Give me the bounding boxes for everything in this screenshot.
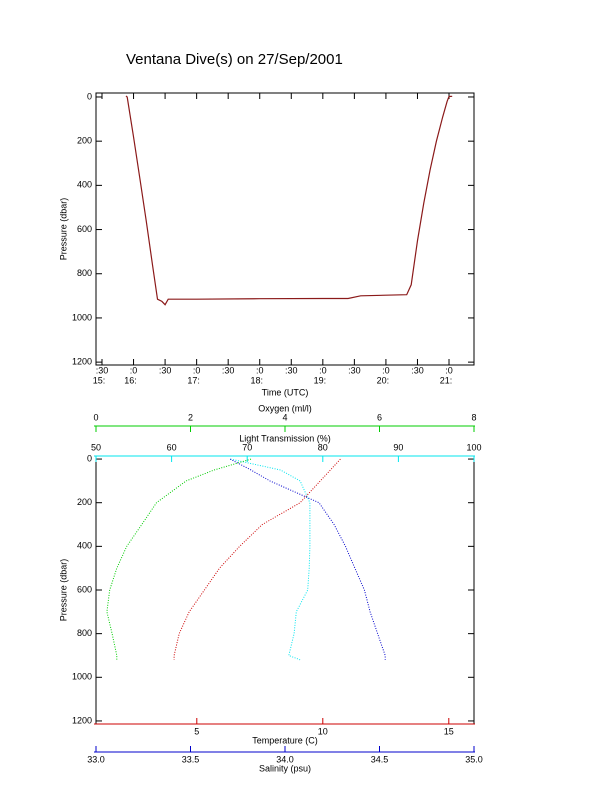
x-tick-label: :0 [319, 365, 327, 375]
x-tick-label: :0 [256, 365, 264, 375]
x-tick-label: 34.5 [371, 754, 389, 764]
x-tick-label: 5 [194, 726, 199, 736]
x-tick-label: 15: [93, 375, 106, 385]
y-tick-label: 200 [77, 136, 92, 146]
x-tick-label: 19: [314, 375, 327, 385]
profile-line [106, 458, 252, 660]
y-tick-label: 600 [77, 224, 92, 234]
x-tick-label: 6 [377, 412, 382, 422]
y-tick-label: 400 [77, 541, 92, 551]
x-tick-label: 4 [282, 412, 287, 422]
x-tick-label: :0 [130, 365, 138, 375]
x-axis-label: Light Transmission (%) [239, 433, 331, 443]
x-axis-label: Time (UTC) [262, 387, 309, 397]
x-tick-label: 2 [188, 412, 193, 422]
x-tick-label: 35.0 [465, 754, 483, 764]
profile-line [230, 458, 311, 661]
y-axis-label: Pressure (dbar) [58, 559, 68, 622]
y-tick-label: 0 [87, 453, 92, 463]
y-tick-label: 1000 [72, 672, 92, 682]
y-tick-label: 600 [77, 584, 92, 594]
x-tick-label: 20: [377, 375, 390, 385]
x-tick-label: 33.0 [87, 754, 105, 764]
x-tick-label: :30 [222, 365, 235, 375]
y-tick-label: 800 [77, 628, 92, 638]
x-tick-label: 34.0 [276, 754, 294, 764]
x-tick-label: :30 [411, 365, 424, 375]
x-tick-label: 16: [124, 375, 137, 385]
x-tick-label: 10 [318, 726, 328, 736]
x-tick-label: 80 [318, 442, 328, 452]
chart-title: Ventana Dive(s) on 27/Sep/2001 [126, 51, 343, 68]
x-tick-label: 33.5 [182, 754, 200, 764]
y-axis-label: Pressure (dbar) [58, 198, 68, 261]
y-tick-label: 800 [77, 268, 92, 278]
x-tick-label: 15 [444, 726, 454, 736]
x-tick-label: :0 [193, 365, 201, 375]
x-tick-label: 21: [440, 375, 453, 385]
y-tick-label: 1000 [72, 312, 92, 322]
y-tick-label: 1200 [72, 715, 92, 725]
plot-frame [95, 92, 475, 366]
x-tick-label: 100 [466, 442, 481, 452]
x-axis-label: Oxygen (ml/l) [258, 403, 312, 413]
x-axis-label: Salinity (psu) [259, 763, 311, 773]
y-tick-label: 400 [77, 180, 92, 190]
x-tick-label: 0 [93, 412, 98, 422]
x-tick-label: :30 [96, 365, 109, 375]
profile-line [173, 458, 341, 660]
profile-line [229, 458, 386, 660]
x-tick-label: :30 [159, 365, 172, 375]
depth-line [125, 95, 453, 306]
x-tick-label: 70 [242, 442, 252, 452]
x-tick-label: 8 [471, 412, 476, 422]
x-axis-label: Temperature (C) [252, 735, 318, 745]
x-tick-label: :0 [382, 365, 390, 375]
y-tick-label: 1200 [72, 357, 92, 367]
x-tick-label: 90 [393, 442, 403, 452]
x-tick-label: :30 [348, 365, 361, 375]
x-tick-label: 50 [91, 442, 101, 452]
x-tick-label: 18: [250, 375, 263, 385]
x-tick-label: 17: [187, 375, 200, 385]
x-tick-label: :30 [285, 365, 298, 375]
x-tick-label: 60 [167, 442, 177, 452]
y-tick-label: 0 [87, 91, 92, 101]
y-tick-label: 200 [77, 497, 92, 507]
x-tick-label: :0 [445, 365, 453, 375]
